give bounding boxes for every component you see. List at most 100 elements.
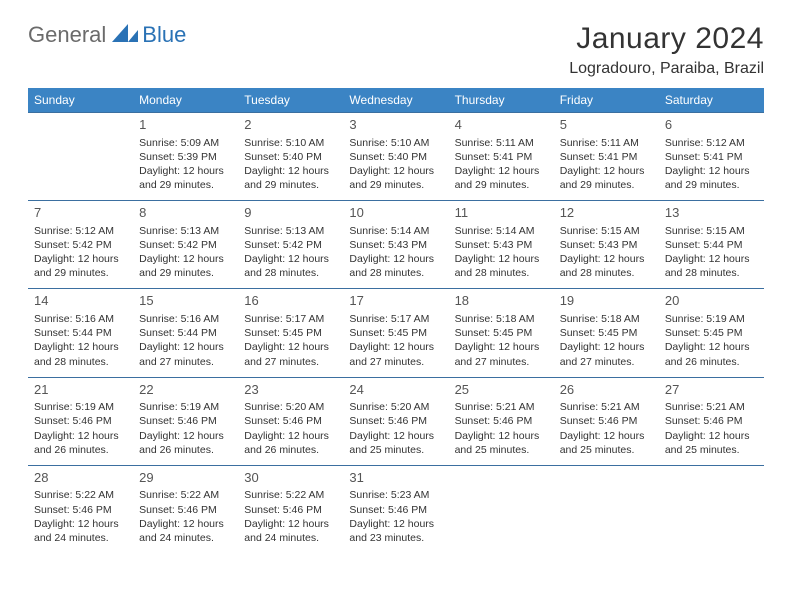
logo: General Blue xyxy=(28,22,186,48)
sunrise-line: Sunrise: 5:17 AM xyxy=(244,312,337,326)
calendar-cell: 23Sunrise: 5:20 AMSunset: 5:46 PMDayligh… xyxy=(238,377,343,465)
day-number: 1 xyxy=(139,116,232,134)
sunset-line: Sunset: 5:43 PM xyxy=(455,238,548,252)
sunrise-line: Sunrise: 5:19 AM xyxy=(665,312,758,326)
calendar-cell: 2Sunrise: 5:10 AMSunset: 5:40 PMDaylight… xyxy=(238,113,343,201)
sunset-line: Sunset: 5:45 PM xyxy=(560,326,653,340)
daylight-line: Daylight: 12 hours and 24 minutes. xyxy=(34,517,127,545)
calendar-cell: 31Sunrise: 5:23 AMSunset: 5:46 PMDayligh… xyxy=(343,465,448,553)
sunrise-line: Sunrise: 5:13 AM xyxy=(139,224,232,238)
daylight-line: Daylight: 12 hours and 27 minutes. xyxy=(244,340,337,368)
day-header: Tuesday xyxy=(238,88,343,113)
sunset-line: Sunset: 5:39 PM xyxy=(139,150,232,164)
daylight-line: Daylight: 12 hours and 28 minutes. xyxy=(455,252,548,280)
calendar-cell: 11Sunrise: 5:14 AMSunset: 5:43 PMDayligh… xyxy=(449,201,554,289)
daylight-line: Daylight: 12 hours and 29 minutes. xyxy=(560,164,653,192)
sunset-line: Sunset: 5:46 PM xyxy=(349,503,442,517)
day-number: 23 xyxy=(244,381,337,399)
calendar-cell: 30Sunrise: 5:22 AMSunset: 5:46 PMDayligh… xyxy=(238,465,343,553)
sunrise-line: Sunrise: 5:20 AM xyxy=(349,400,442,414)
calendar-table: SundayMondayTuesdayWednesdayThursdayFrid… xyxy=(28,88,764,553)
daylight-line: Daylight: 12 hours and 28 minutes. xyxy=(665,252,758,280)
sunset-line: Sunset: 5:44 PM xyxy=(34,326,127,340)
day-number: 26 xyxy=(560,381,653,399)
sunrise-line: Sunrise: 5:22 AM xyxy=(139,488,232,502)
calendar-cell: 3Sunrise: 5:10 AMSunset: 5:40 PMDaylight… xyxy=(343,113,448,201)
calendar-cell: 10 Sunrise: 5:14 AMSunset: 5:43 PMDayligh… xyxy=(343,201,448,289)
calendar-cell: 27Sunrise: 5:21 AMSunset: 5:46 PMDayligh… xyxy=(659,377,764,465)
daylight-line: Daylight: 12 hours and 26 minutes. xyxy=(139,429,232,457)
sunrise-line: Sunrise: 5:10 AM xyxy=(244,136,337,150)
calendar-cell: 7Sunrise: 5:12 AMSunset: 5:42 PMDaylight… xyxy=(28,201,133,289)
calendar-cell: 29Sunrise: 5:22 AMSunset: 5:46 PMDayligh… xyxy=(133,465,238,553)
calendar-cell: 28Sunrise: 5:22 AMSunset: 5:46 PMDayligh… xyxy=(28,465,133,553)
day-number: 21 xyxy=(34,381,127,399)
sunset-line: Sunset: 5:43 PM xyxy=(560,238,653,252)
daylight-line: Daylight: 12 hours and 29 minutes. xyxy=(665,164,758,192)
sunrise-line: Sunrise: 5:19 AM xyxy=(139,400,232,414)
daylight-line: Daylight: 12 hours and 29 minutes. xyxy=(139,164,232,192)
sunrise-line: Sunrise: 5:14 AM xyxy=(455,224,548,238)
sunrise-line: Sunrise: 5:13 AM xyxy=(244,224,337,238)
sunset-line: Sunset: 5:40 PM xyxy=(349,150,442,164)
day-number: 19 xyxy=(560,292,653,310)
daylight-line: Daylight: 12 hours and 23 minutes. xyxy=(349,517,442,545)
day-number: 17 xyxy=(349,292,442,310)
calendar-body: 1Sunrise: 5:09 AMSunset: 5:39 PMDaylight… xyxy=(28,113,764,554)
sunset-line: Sunset: 5:41 PM xyxy=(665,150,758,164)
calendar-cell: 8Sunrise: 5:13 AMSunset: 5:42 PMDaylight… xyxy=(133,201,238,289)
calendar-cell: 21Sunrise: 5:19 AMSunset: 5:46 PMDayligh… xyxy=(28,377,133,465)
sunset-line: Sunset: 5:41 PM xyxy=(560,150,653,164)
sunset-line: Sunset: 5:46 PM xyxy=(244,414,337,428)
sunset-line: Sunset: 5:45 PM xyxy=(455,326,548,340)
calendar-cell: 14Sunrise: 5:16 AMSunset: 5:44 PMDayligh… xyxy=(28,289,133,377)
daylight-line: Daylight: 12 hours and 28 minutes. xyxy=(349,252,442,280)
day-number: 3 xyxy=(349,116,442,134)
daylight-line: Daylight: 12 hours and 25 minutes. xyxy=(665,429,758,457)
sunset-line: Sunset: 5:45 PM xyxy=(244,326,337,340)
sunrise-line: Sunrise: 5:18 AM xyxy=(455,312,548,326)
day-number: 29 xyxy=(139,469,232,487)
sunset-line: Sunset: 5:43 PM xyxy=(349,238,442,252)
sunset-line: Sunset: 5:41 PM xyxy=(455,150,548,164)
sunrise-line: Sunrise: 5:20 AM xyxy=(244,400,337,414)
sunrise-line: Sunrise: 5:17 AM xyxy=(349,312,442,326)
calendar-week-row: 28Sunrise: 5:22 AMSunset: 5:46 PMDayligh… xyxy=(28,465,764,553)
day-number: 27 xyxy=(665,381,758,399)
day-number: 24 xyxy=(349,381,442,399)
sunrise-line: Sunrise: 5:16 AM xyxy=(34,312,127,326)
sunrise-line: Sunrise: 5:16 AM xyxy=(139,312,232,326)
sunrise-line: Sunrise: 5:12 AM xyxy=(34,224,127,238)
day-number: 10 xyxy=(349,204,442,222)
calendar-cell: 1Sunrise: 5:09 AMSunset: 5:39 PMDaylight… xyxy=(133,113,238,201)
daylight-line: Daylight: 12 hours and 25 minutes. xyxy=(349,429,442,457)
calendar-cell xyxy=(659,465,764,553)
sunset-line: Sunset: 5:46 PM xyxy=(139,503,232,517)
calendar-header-row: SundayMondayTuesdayWednesdayThursdayFrid… xyxy=(28,88,764,113)
sunrise-line: Sunrise: 5:15 AM xyxy=(665,224,758,238)
sunrise-line: Sunrise: 5:15 AM xyxy=(560,224,653,238)
page-subtitle: Logradouro, Paraiba, Brazil xyxy=(569,60,764,78)
sunrise-line: Sunrise: 5:14 AM xyxy=(349,224,442,238)
daylight-line: Daylight: 12 hours and 29 minutes. xyxy=(349,164,442,192)
sunrise-line: Sunrise: 5:12 AM xyxy=(665,136,758,150)
day-number: 12 xyxy=(560,204,653,222)
calendar-week-row: 14Sunrise: 5:16 AMSunset: 5:44 PMDayligh… xyxy=(28,289,764,377)
calendar-cell: 26Sunrise: 5:21 AMSunset: 5:46 PMDayligh… xyxy=(554,377,659,465)
day-header: Friday xyxy=(554,88,659,113)
calendar-cell: 19Sunrise: 5:18 AMSunset: 5:45 PMDayligh… xyxy=(554,289,659,377)
day-header: Wednesday xyxy=(343,88,448,113)
day-number: 22 xyxy=(139,381,232,399)
day-header: Saturday xyxy=(659,88,764,113)
sunset-line: Sunset: 5:44 PM xyxy=(139,326,232,340)
day-number: 14 xyxy=(34,292,127,310)
day-header: Monday xyxy=(133,88,238,113)
calendar-cell: 17Sunrise: 5:17 AMSunset: 5:45 PMDayligh… xyxy=(343,289,448,377)
daylight-line: Daylight: 12 hours and 26 minutes. xyxy=(244,429,337,457)
day-number: 7 xyxy=(34,204,127,222)
sunset-line: Sunset: 5:46 PM xyxy=(349,414,442,428)
sunset-line: Sunset: 5:46 PM xyxy=(665,414,758,428)
daylight-line: Daylight: 12 hours and 29 minutes. xyxy=(34,252,127,280)
day-number: 28 xyxy=(34,469,127,487)
sunset-line: Sunset: 5:46 PM xyxy=(560,414,653,428)
